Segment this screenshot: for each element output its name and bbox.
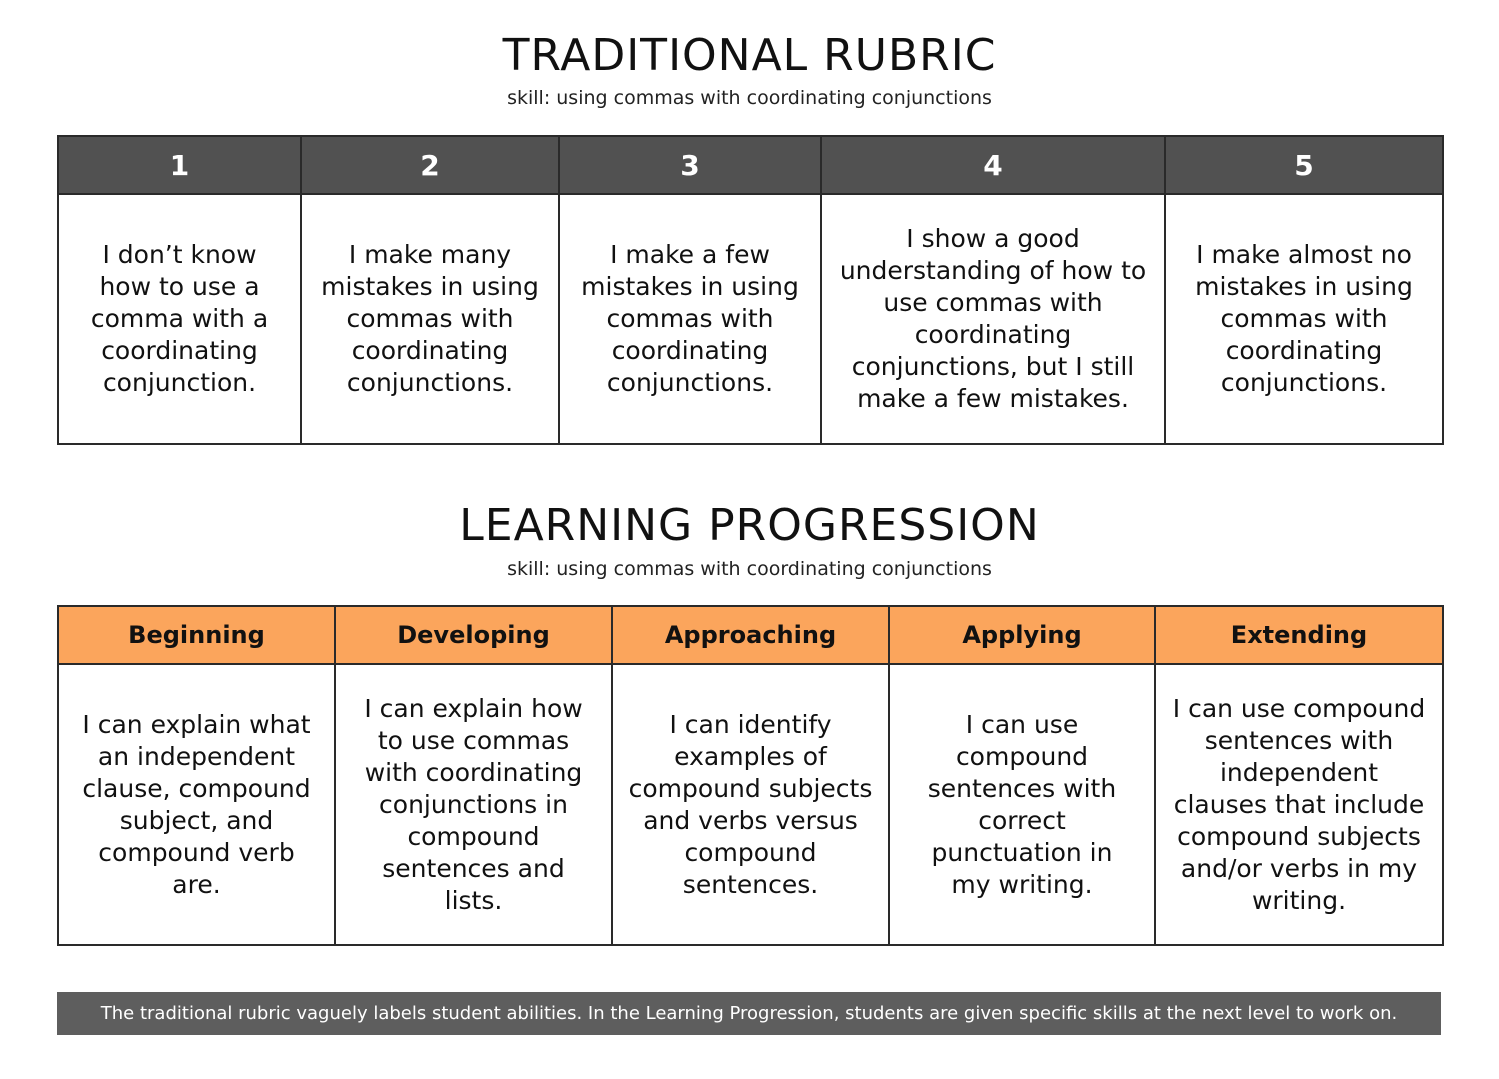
traditional-level-1-description: I don’t know how to use a comma with a c…: [57, 193, 302, 445]
progression-description-row: I can explain what an independent clause…: [57, 663, 1444, 946]
progression-extending-description: I can use compound sentences with indepe…: [1154, 663, 1444, 946]
traditional-rubric-title: TRADITIONAL RUBRIC: [502, 30, 997, 81]
footer-text: The traditional rubric vaguely labels st…: [100, 1003, 1398, 1024]
progression-header-row: Beginning Developing Approaching Applyin…: [57, 605, 1444, 665]
traditional-level-5-header: 5: [1164, 135, 1444, 195]
traditional-header-row: 1 2 3 4 5: [57, 135, 1444, 195]
progression-approaching-header: Approaching: [611, 605, 890, 665]
learning-progression-title: LEARNING PROGRESSION: [459, 500, 1040, 551]
traditional-description-row: I don’t know how to use a comma with a c…: [57, 193, 1444, 445]
traditional-level-4-description: I show a good understanding of how to us…: [820, 193, 1166, 445]
traditional-level-2-description: I make many mistakes in using commas wit…: [300, 193, 560, 445]
progression-beginning-header: Beginning: [57, 605, 336, 665]
progression-approaching-description: I can identify examples of compound subj…: [611, 663, 890, 946]
traditional-level-3-header: 3: [558, 135, 822, 195]
traditional-rubric-table: 1 2 3 4 5 I don’t know how to use a comm…: [57, 135, 1444, 445]
progression-developing-header: Developing: [334, 605, 613, 665]
traditional-level-1-header: 1: [57, 135, 302, 195]
footer-caption: The traditional rubric vaguely labels st…: [57, 992, 1441, 1035]
progression-extending-header: Extending: [1154, 605, 1444, 665]
traditional-level-4-header: 4: [820, 135, 1166, 195]
traditional-level-2-header: 2: [300, 135, 560, 195]
traditional-level-5-description: I make almost no mistakes in using comma…: [1164, 193, 1444, 445]
learning-progression-subtitle: skill: using commas with coordinating co…: [507, 558, 992, 580]
traditional-rubric-subtitle: skill: using commas with coordinating co…: [507, 87, 992, 109]
progression-applying-header: Applying: [888, 605, 1156, 665]
traditional-level-3-description: I make a few mistakes in using commas wi…: [558, 193, 822, 445]
progression-beginning-description: I can explain what an independent clause…: [57, 663, 336, 946]
progression-developing-description: I can explain how to use commas with coo…: [334, 663, 613, 946]
progression-applying-description: I can use compound sentences with correc…: [888, 663, 1156, 946]
learning-progression-table: Beginning Developing Approaching Applyin…: [57, 605, 1444, 946]
